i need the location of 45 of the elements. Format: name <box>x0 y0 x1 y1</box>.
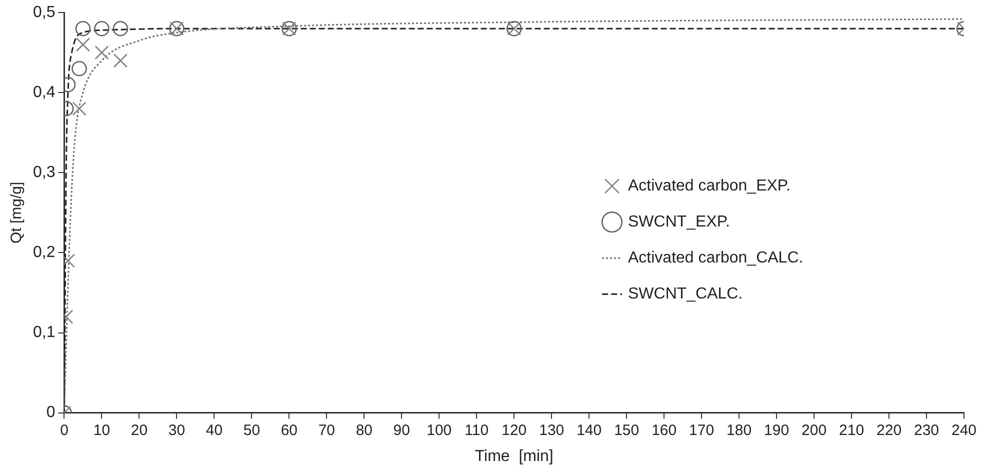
x-tick-label: 160 <box>652 422 677 439</box>
point <box>75 20 91 36</box>
x-tick-label: 20 <box>130 422 148 439</box>
x-tick-label: 220 <box>876 422 902 439</box>
x-tick-label: 200 <box>802 422 827 439</box>
y-tick-label: 0,1 <box>32 324 56 342</box>
legend-label: Activated carbon_EXP. <box>628 178 790 195</box>
legend-label: SWCNT_EXP. <box>628 214 730 231</box>
x-tick-label: 100 <box>426 422 452 439</box>
x-tick-label: 240 <box>951 422 977 439</box>
x-tick-label: 80 <box>356 422 373 439</box>
x-tick-label: 230 <box>914 422 940 439</box>
x-tick-label: 190 <box>764 422 790 439</box>
x-tick-label: 70 <box>318 422 336 439</box>
x-tick-label: 0 <box>60 422 68 439</box>
point <box>72 60 87 76</box>
y-tick-label: 0 <box>46 404 56 422</box>
point <box>112 20 128 36</box>
x-tick-label: 210 <box>839 422 864 439</box>
point <box>76 38 90 52</box>
legend-label: Activated carbon_CALC. <box>628 250 804 267</box>
legend-label: SWCNT_CALC. <box>628 286 743 303</box>
y-tick-label: 0,3 <box>32 164 56 182</box>
point <box>113 54 128 68</box>
x-tick-label: 150 <box>614 422 640 439</box>
x-tick-label: 30 <box>168 422 186 439</box>
y-tick-label: 0,4 <box>32 84 56 102</box>
x-tick-label: 130 <box>539 422 564 439</box>
point <box>94 20 110 36</box>
y-tick-label: 0,2 <box>32 244 56 262</box>
x-tick-label: 60 <box>280 422 298 439</box>
x-tick-label: 40 <box>206 422 223 439</box>
x-tick-label: 110 <box>464 422 489 439</box>
y-axis-title: Qt [mg/g] <box>8 182 26 244</box>
x-tick-label: 50 <box>243 422 260 439</box>
x-tick-label: 10 <box>93 422 110 439</box>
y-tick-label: 0,5 <box>32 4 56 22</box>
point <box>72 102 86 116</box>
x-axis-title: Time [min] <box>474 448 554 465</box>
point <box>94 46 109 60</box>
x-tick-label: 180 <box>726 422 752 439</box>
x-tick-label: 170 <box>689 422 714 439</box>
x-tick-label: 120 <box>502 422 527 439</box>
x-tick-label: 140 <box>576 422 602 439</box>
x-tick-label: 90 <box>393 422 410 439</box>
